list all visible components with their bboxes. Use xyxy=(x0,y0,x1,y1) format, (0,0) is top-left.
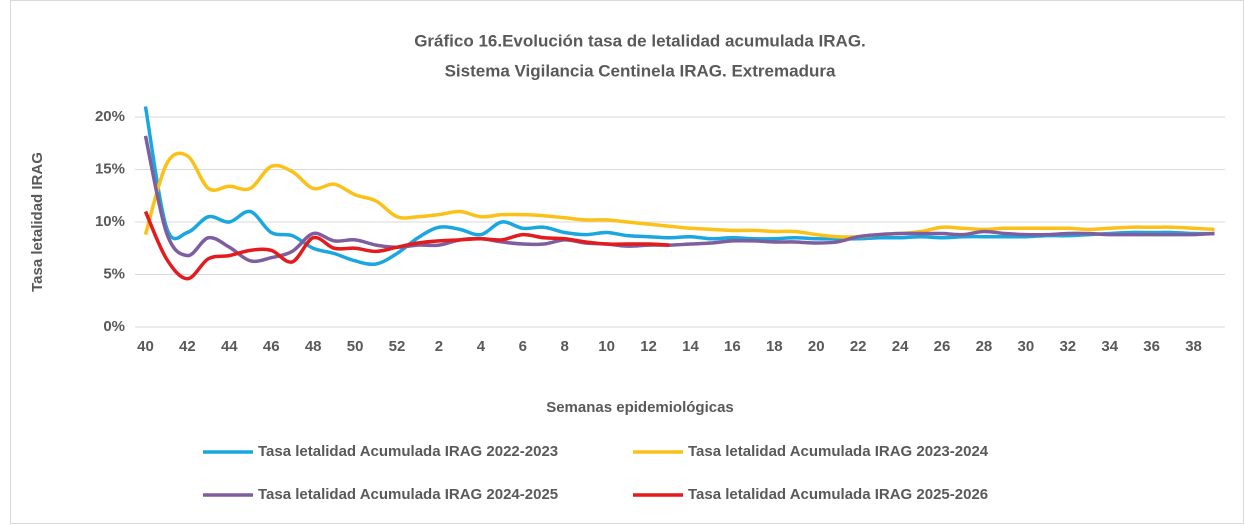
x-tick-label: 8 xyxy=(561,338,569,355)
x-tick-label: 38 xyxy=(1185,338,1202,355)
x-tick-label: 18 xyxy=(766,338,783,355)
y-tick-label: 0% xyxy=(103,318,125,335)
x-tick-label: 30 xyxy=(1018,338,1035,355)
x-tick-label: 40 xyxy=(137,338,154,355)
series-line xyxy=(143,210,670,281)
x-axis-label: Semanas epidemiológicas xyxy=(546,399,734,416)
legend-label: Tasa letalidad Acumulada IRAG 2024-2025 xyxy=(258,486,558,503)
x-tick-label: 10 xyxy=(598,338,615,355)
x-tick-label: 20 xyxy=(808,338,825,355)
x-tick-label: 22 xyxy=(850,338,867,355)
x-tick-label: 32 xyxy=(1059,338,1076,355)
x-tick-label: 28 xyxy=(976,338,993,355)
x-tick-label: 16 xyxy=(724,338,741,355)
chart-subtitle: Sistema Vigilancia Centinela IRAG. Extre… xyxy=(445,61,836,80)
x-tick-label: 44 xyxy=(221,338,238,355)
x-tick-label: 42 xyxy=(179,338,196,355)
chart-border xyxy=(10,0,1244,524)
chart-title: Gráfico 16.Evolución tasa de letalidad a… xyxy=(414,31,866,50)
x-tick-label: 14 xyxy=(682,338,699,355)
x-tick-label: 34 xyxy=(1101,338,1118,355)
x-tick-label: 36 xyxy=(1143,338,1160,355)
x-tick-label: 48 xyxy=(305,338,322,355)
legend-label: Tasa letalidad Acumulada IRAG 2025-2026 xyxy=(688,486,988,503)
x-tick-label: 52 xyxy=(389,338,406,355)
x-tick-label: 2 xyxy=(435,338,443,355)
x-tick-label: 6 xyxy=(519,338,527,355)
series-line xyxy=(143,151,1215,239)
x-tick-label: 46 xyxy=(263,338,280,355)
x-tick-label: 12 xyxy=(640,338,657,355)
series-line xyxy=(143,135,1215,264)
y-axis-label: Tasa letalidad IRAG xyxy=(29,152,46,292)
x-tick-label: 4 xyxy=(477,338,486,355)
x-tick-label: 26 xyxy=(934,338,951,355)
y-tick-label: 5% xyxy=(103,265,125,282)
x-tick-label: 24 xyxy=(892,338,909,355)
y-tick-label: 15% xyxy=(95,160,125,177)
y-tick-label: 10% xyxy=(95,213,125,230)
x-tick-label: 50 xyxy=(347,338,364,355)
legend-label: Tasa letalidad Acumulada IRAG 2023-2024 xyxy=(688,443,989,460)
y-tick-label: 20% xyxy=(95,108,125,125)
legend-label: Tasa letalidad Acumulada IRAG 2022-2023 xyxy=(258,443,558,460)
